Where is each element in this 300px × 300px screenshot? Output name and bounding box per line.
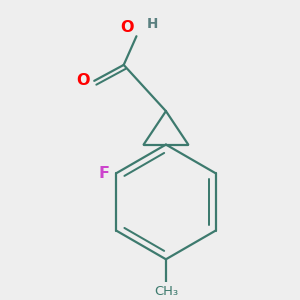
Text: CH₃: CH₃ [154, 285, 178, 298]
Text: O: O [76, 73, 89, 88]
Text: H: H [147, 17, 158, 32]
Text: F: F [99, 166, 110, 181]
Text: O: O [120, 20, 133, 34]
